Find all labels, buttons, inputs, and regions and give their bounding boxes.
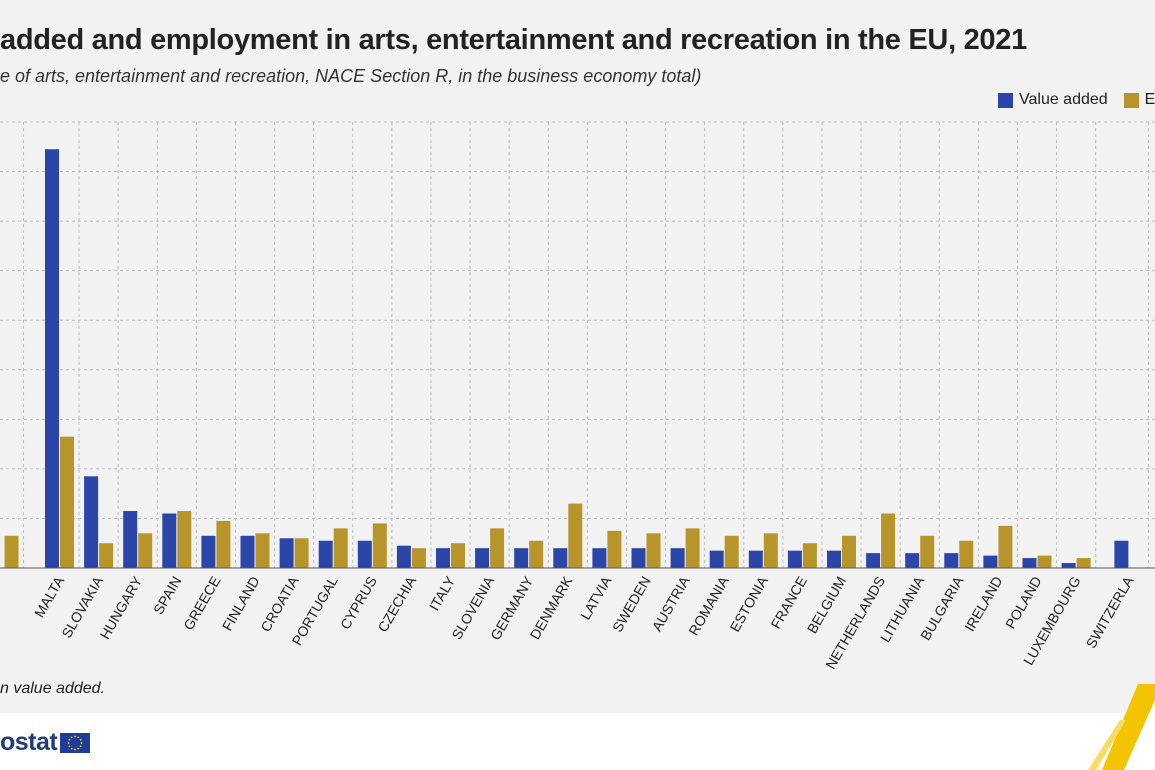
bar-value-added-luxembourg [1061, 563, 1076, 568]
legend-label-employment: Er [1144, 91, 1155, 108]
x-tick-label: CYPRUS [337, 574, 380, 633]
brand-logo: ostat [0, 728, 91, 757]
bar-value-added-spain [162, 513, 177, 568]
x-tick-label: POLAND [1002, 574, 1045, 632]
bar-employment-slovakia [99, 543, 114, 568]
bar-employment-latvia [607, 530, 622, 568]
bar-value-added-malta [45, 149, 59, 568]
bar-value-added-finland [240, 535, 255, 568]
eu-flag-icon [60, 732, 91, 753]
bar-employment-cyprus [372, 523, 387, 568]
bar-value-added-czechia [396, 545, 411, 568]
bar-employment-greece [216, 520, 231, 568]
chart-note: n value added. [0, 680, 105, 697]
legend-item-value-added: Value added [998, 91, 1108, 109]
x-tick-label: GREECE [180, 574, 223, 633]
bar-value-added-hungary [123, 511, 138, 568]
x-tick-label: SWITZERLA [1083, 573, 1137, 651]
bar-employment-germany [529, 540, 544, 568]
bar-value-added-slovakia [84, 476, 99, 568]
bar-employment-malta [60, 436, 74, 568]
legend-swatch-value-added [998, 92, 1013, 108]
bar-value-added-bulgaria [944, 553, 959, 568]
bar-value-added-italy [436, 548, 450, 568]
bar-employment-denmark [568, 503, 583, 568]
x-tick-label: CZECHIA [374, 573, 419, 635]
bar-employment-netherlands [881, 513, 896, 568]
bar-value-added-poland [1022, 558, 1037, 568]
bar-value-added-latvia [592, 548, 607, 568]
bar-value-added-greece [201, 535, 216, 568]
bar-value-added-cyprus [357, 540, 372, 568]
bar-employment-bulgaria [959, 540, 974, 568]
legend-item-employment: Er [1123, 91, 1155, 109]
chart-title: added and employment in arts, entertainm… [0, 24, 1027, 56]
bar-value-added-estonia [748, 550, 763, 568]
x-tick-label: MALTA [31, 573, 67, 620]
bar-value-added-france [787, 550, 802, 568]
legend-swatch-employment [1123, 92, 1139, 108]
x-tick-label: FRANCE [767, 574, 810, 632]
x-tick-label: ESTONIA [726, 573, 771, 635]
bar-value-added-netherlands [866, 553, 881, 568]
bar-employment-ireland [998, 525, 1013, 568]
bar-value-added-austria [670, 548, 685, 568]
x-tick-label: ITALY [426, 573, 459, 613]
bar-value-added-portugal [318, 540, 333, 568]
chart-legend: Value added Er [998, 90, 1155, 110]
bar-employment-finland [255, 533, 270, 568]
x-tick-label: SPAIN [150, 574, 184, 617]
x-tick-label: IRELAND [961, 574, 1005, 635]
x-tick-label: BELGIUM [804, 574, 849, 637]
bar-employment-romania [724, 535, 739, 568]
corner-decoration [1088, 684, 1155, 770]
bar-employment-portugal [333, 528, 348, 568]
x-tick-label: SWEDEN [609, 574, 654, 635]
bar-employment-italy [451, 543, 465, 568]
bar-employment-poland [1037, 555, 1052, 568]
bar-employment-unlabeled [4, 535, 19, 568]
bar-value-added-belgium [827, 550, 841, 568]
bar-employment-luxembourg [1076, 558, 1091, 568]
bar-value-added-denmark [553, 548, 568, 568]
chart-subtitle: e of arts, entertainment and recreation,… [0, 66, 702, 86]
brand-name: ostat [0, 728, 58, 756]
bar-employment-france [802, 543, 817, 568]
bar-employment-lithuania [920, 535, 935, 568]
bar-value-added-slovenia [475, 548, 490, 568]
x-tick-label: FINLAND [219, 574, 263, 634]
bar-employment-belgium [842, 535, 856, 568]
bar-value-added-ireland [983, 555, 998, 568]
bar-value-added-sweden [631, 548, 646, 568]
bar-value-added-germany [514, 548, 529, 568]
x-tick-label: CROATIA [257, 573, 302, 635]
bar-value-added-lithuania [905, 553, 920, 568]
bar-employment-hungary [138, 533, 153, 568]
bar-employment-estonia [763, 533, 778, 568]
bar-employment-slovenia [490, 528, 505, 568]
bar-employment-spain [177, 511, 192, 568]
legend-label-value-added: Value added [1019, 91, 1108, 108]
bar-value-added-croatia [279, 538, 294, 568]
bar-value-added-switzerla [1114, 540, 1129, 568]
bar-employment-austria [685, 528, 700, 568]
bar-employment-czechia [411, 548, 426, 568]
x-tick-label: ROMANIA [685, 573, 732, 638]
bar-employment-sweden [646, 533, 661, 568]
bar-employment-croatia [294, 538, 309, 568]
footer-band [0, 713, 1155, 770]
bar-value-added-romania [709, 550, 724, 568]
x-tick-label: AUSTRIA [648, 573, 693, 634]
x-tick-label: LATVIA [577, 573, 615, 622]
